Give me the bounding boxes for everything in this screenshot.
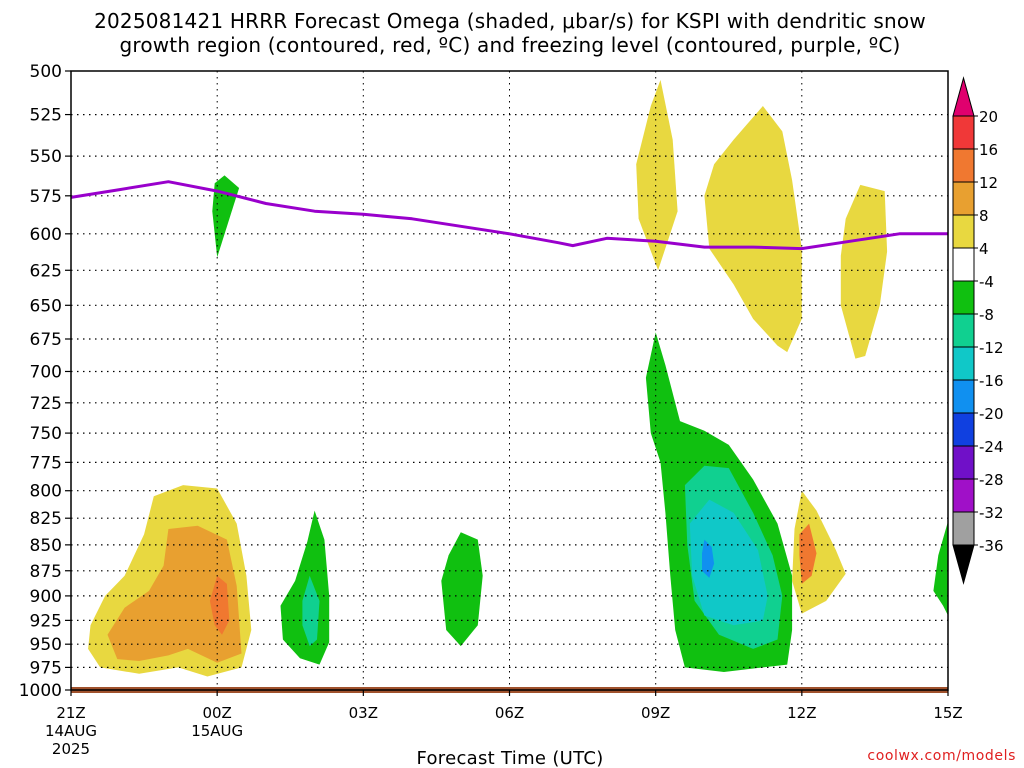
omega-region-3 <box>212 175 240 258</box>
y-tick-label: 925 <box>30 611 62 631</box>
colorbar-bottom-arrow <box>952 544 975 585</box>
y-axis-ticks: 500 525 550 575 600 625 650 675 700 725 750 775 800 8… <box>19 62 71 701</box>
y-tick-label: 525 <box>30 106 62 126</box>
freezing-level-line <box>70 180 948 251</box>
y-tick-label: 850 <box>30 536 62 556</box>
y-tick-label: 900 <box>30 587 62 607</box>
y-tick-label: 1000 <box>19 681 62 701</box>
colorbar-swatch <box>952 313 975 348</box>
colorbar-tick-label: 20 <box>979 108 998 126</box>
colorbar-swatch <box>952 148 975 183</box>
colorbar-top-arrow <box>952 76 975 117</box>
y-tick-label: 825 <box>30 509 62 529</box>
x-tick-date: 14AUG <box>45 722 97 740</box>
omega-region-5 <box>302 575 320 647</box>
x-tick-label: 15Z <box>933 704 962 722</box>
colorbar-swatch <box>952 412 975 447</box>
colorbar-tick-label: -4 <box>979 273 994 291</box>
colorbar-tick-label: 8 <box>979 207 989 225</box>
omega-region-1 <box>107 525 242 663</box>
omega-region-2 <box>209 575 230 635</box>
colorbar-tick-label: -8 <box>979 306 994 324</box>
colorbar-tick-label: -24 <box>979 438 1004 456</box>
colorbar: 20 16 12 8 4 -4 -8 -12 -16 -20 -24 -28 -32 -36 <box>952 76 1004 585</box>
x-tick-label: 03Z <box>349 704 378 722</box>
credit-text: coolwx.com/models <box>867 748 1016 764</box>
freezing-level-layer <box>70 180 948 251</box>
colorbar-swatch <box>952 478 975 513</box>
x-tick-label: 12Z <box>787 704 816 722</box>
y-tick-label: 650 <box>30 296 62 316</box>
grid-lines <box>71 71 948 690</box>
x-tick-label: 21Z <box>56 704 85 722</box>
colorbar-swatch <box>952 445 975 480</box>
y-tick-label: 700 <box>30 362 62 382</box>
y-tick-label: 575 <box>30 187 62 207</box>
omega-region-6 <box>441 532 483 647</box>
y-tick-label: 875 <box>30 562 62 582</box>
colorbar-tick-label: -28 <box>979 471 1004 489</box>
y-tick-label: 775 <box>30 453 62 473</box>
colorbar-tick-label: -32 <box>979 504 1004 522</box>
omega-region-12 <box>704 106 802 353</box>
colorbar-swatch <box>952 379 975 414</box>
y-tick-label: 750 <box>30 424 62 444</box>
omega-region-15 <box>799 523 817 584</box>
colorbar-tick-label: 16 <box>979 141 998 159</box>
y-tick-label: 625 <box>30 261 62 281</box>
chart-title-line2: growth region (contoured, red, ºC) and f… <box>119 33 900 57</box>
colorbar-tick-label: 4 <box>979 240 989 258</box>
colorbar-swatch <box>952 511 975 546</box>
y-tick-label: 500 <box>30 62 62 82</box>
colorbar-tick-label: -16 <box>979 372 1004 390</box>
omega-region-16 <box>933 521 948 616</box>
omega-region-13 <box>840 184 888 359</box>
x-tick-label: 09Z <box>641 704 670 722</box>
omega-region-4 <box>280 510 330 665</box>
omega-region-11 <box>636 79 678 271</box>
omega-region-9 <box>689 499 768 626</box>
omega-region-10 <box>702 539 715 578</box>
colorbar-swatch <box>952 247 975 282</box>
colorbar-tick-label: -36 <box>979 537 1004 555</box>
x-tick-label: 00Z <box>202 704 231 722</box>
colorbar-tick-label: -20 <box>979 405 1004 423</box>
colorbar-swatch <box>952 280 975 315</box>
y-tick-label: 675 <box>30 330 62 350</box>
x-tick-year: 2025 <box>52 740 90 758</box>
colorbar-swatch <box>952 214 975 249</box>
chart-title-line1: 2025081421 HRRR Forecast Omega (shaded, … <box>94 9 926 33</box>
x-tick-date: 15AUG <box>191 722 243 740</box>
y-tick-label: 550 <box>30 147 62 167</box>
y-tick-label: 600 <box>30 225 62 245</box>
y-tick-label: 725 <box>30 394 62 414</box>
colorbar-swatch <box>952 181 975 216</box>
x-axis-label: Forecast Time (UTC) <box>416 748 603 768</box>
colorbar-swatch <box>952 115 975 150</box>
x-tick-label: 06Z <box>495 704 524 722</box>
colorbar-tick-label: 12 <box>979 174 998 192</box>
y-tick-label: 975 <box>30 658 62 678</box>
colorbar-tick-label: -12 <box>979 339 1004 357</box>
y-tick-label: 800 <box>30 482 62 502</box>
omega-region-14 <box>792 490 846 614</box>
colorbar-swatch <box>952 346 975 381</box>
y-tick-label: 950 <box>30 635 62 655</box>
